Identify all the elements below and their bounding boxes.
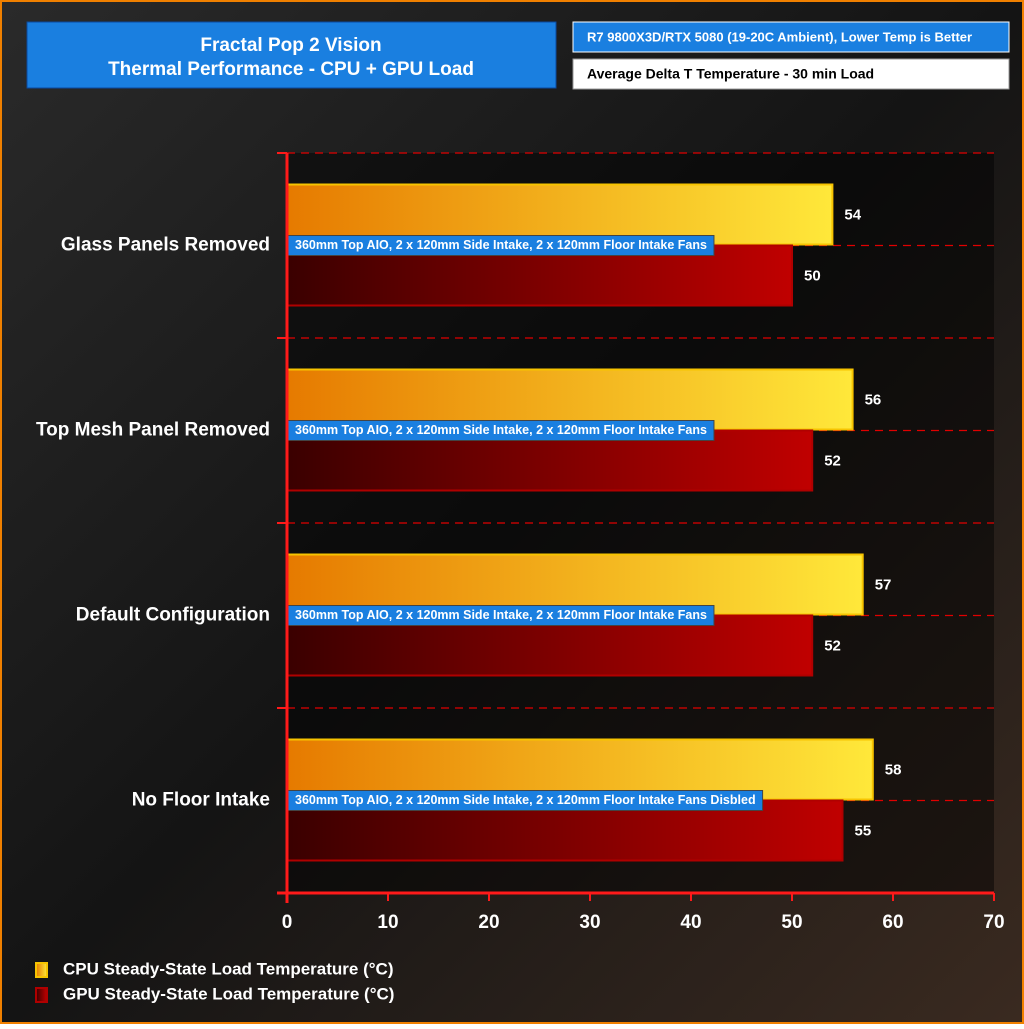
y-tick-label: Glass Panels Removed bbox=[61, 235, 270, 256]
metric-text: Average Delta T Temperature - 30 min Loa… bbox=[587, 66, 874, 82]
value-label: 57 bbox=[875, 576, 892, 593]
value-label: 52 bbox=[824, 637, 841, 654]
chart-subtitle: Thermal Performance - CPU + GPU Load bbox=[108, 59, 474, 80]
value-label: 54 bbox=[844, 206, 861, 223]
bar bbox=[286, 553, 864, 616]
value-label: 55 bbox=[855, 822, 872, 839]
y-tick-label: Default Configuration bbox=[76, 605, 270, 626]
annotation: 360mm Top AIO, 2 x 120mm Side Intake, 2 … bbox=[295, 793, 756, 807]
info-text: R7 9800X3D/RTX 5080 (19-20C Ambient), Lo… bbox=[587, 29, 972, 44]
x-tick-label: 40 bbox=[680, 912, 701, 933]
value-label: 56 bbox=[865, 391, 882, 408]
value-label: 50 bbox=[804, 267, 821, 284]
y-tick-label: No Floor Intake bbox=[132, 790, 270, 811]
info-box bbox=[572, 21, 1010, 53]
legend-label: CPU Steady-State Load Temperature (°C) bbox=[63, 959, 394, 978]
bar bbox=[286, 738, 874, 801]
value-label: 58 bbox=[885, 761, 902, 778]
legend-swatch bbox=[35, 962, 48, 978]
annotation: 360mm Top AIO, 2 x 120mm Side Intake, 2 … bbox=[295, 238, 707, 252]
chart-title: Fractal Pop 2 Vision bbox=[200, 35, 381, 56]
x-tick-label: 70 bbox=[983, 912, 1004, 933]
x-tick-label: 30 bbox=[579, 912, 600, 933]
x-tick-label: 50 bbox=[781, 912, 802, 933]
annotation: 360mm Top AIO, 2 x 120mm Side Intake, 2 … bbox=[295, 608, 707, 622]
x-tick-label: 0 bbox=[282, 912, 293, 933]
annotation: 360mm Top AIO, 2 x 120mm Side Intake, 2 … bbox=[295, 423, 707, 437]
legend-swatch bbox=[35, 987, 48, 1003]
x-tick-label: 20 bbox=[478, 912, 499, 933]
x-tick-label: 10 bbox=[377, 912, 398, 933]
title-box bbox=[26, 21, 557, 89]
x-tick-label: 60 bbox=[882, 912, 903, 933]
y-tick-label: Top Mesh Panel Removed bbox=[36, 420, 270, 441]
legend-label: GPU Steady-State Load Temperature (°C) bbox=[63, 984, 394, 1003]
value-label: 52 bbox=[824, 452, 841, 469]
bar bbox=[286, 368, 854, 431]
metric-box bbox=[572, 58, 1010, 90]
